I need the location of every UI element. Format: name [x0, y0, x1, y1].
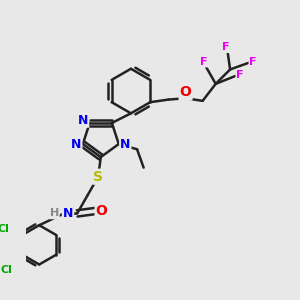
Text: H: H: [50, 208, 59, 218]
Text: F: F: [236, 70, 244, 80]
Text: N: N: [78, 114, 88, 127]
Text: Cl: Cl: [0, 224, 9, 234]
Text: F: F: [249, 57, 257, 67]
Text: N: N: [63, 207, 73, 220]
Text: S: S: [93, 170, 103, 184]
Text: O: O: [96, 204, 107, 218]
Text: N: N: [120, 137, 130, 151]
Text: N: N: [71, 137, 82, 151]
Text: F: F: [200, 57, 208, 67]
Text: Cl: Cl: [1, 266, 12, 275]
Text: F: F: [222, 42, 230, 52]
Text: O: O: [180, 85, 191, 100]
